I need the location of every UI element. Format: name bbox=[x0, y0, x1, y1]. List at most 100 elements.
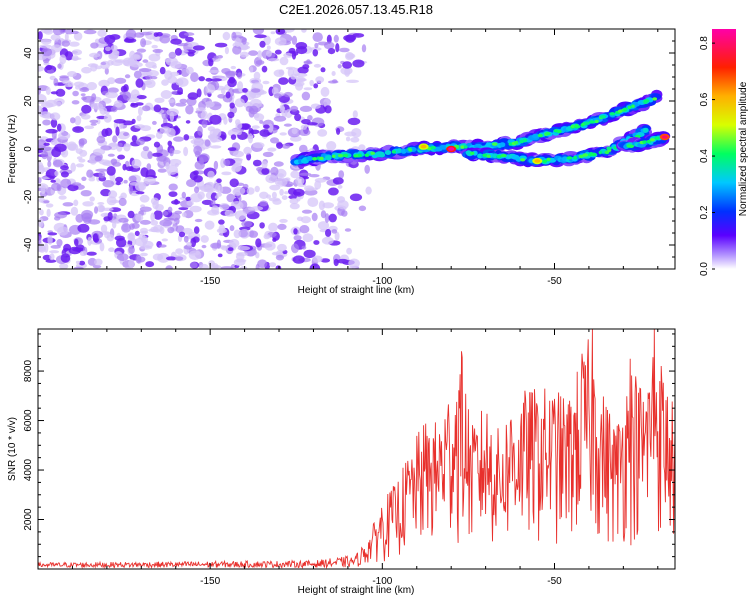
noise-speckle bbox=[252, 142, 265, 149]
noise-speckle bbox=[342, 61, 353, 69]
noise-speckle bbox=[47, 235, 53, 245]
noise-speckle bbox=[75, 260, 81, 264]
noise-speckle bbox=[139, 31, 153, 36]
noise-speckle bbox=[309, 263, 321, 269]
noise-speckle bbox=[142, 146, 149, 152]
noise-speckle bbox=[193, 226, 200, 234]
noise-speckle bbox=[294, 73, 308, 77]
noise-speckle bbox=[80, 93, 86, 97]
noise-speckle bbox=[276, 142, 283, 149]
noise-speckle bbox=[273, 93, 282, 99]
noise-speckle bbox=[92, 148, 106, 156]
noise-speckle bbox=[110, 106, 118, 113]
noise-speckle bbox=[274, 37, 287, 46]
noise-speckle bbox=[128, 259, 135, 268]
noise-speckle bbox=[192, 236, 200, 243]
noise-speckle bbox=[45, 203, 54, 208]
noise-speckle bbox=[185, 196, 192, 202]
noise-speckle bbox=[83, 29, 97, 35]
noise-speckle bbox=[87, 236, 92, 246]
noise-speckle bbox=[153, 141, 161, 148]
noise-speckle bbox=[270, 137, 279, 144]
noise-speckle bbox=[138, 233, 146, 240]
noise-speckle bbox=[344, 228, 352, 232]
noise-speckle bbox=[328, 213, 337, 223]
noise-speckle bbox=[89, 196, 95, 202]
noise-speckle bbox=[123, 179, 128, 184]
noise-speckle bbox=[299, 105, 313, 112]
noise-speckle bbox=[237, 81, 244, 91]
noise-speckle bbox=[262, 80, 270, 85]
noise-speckle bbox=[237, 72, 243, 79]
noise-speckle bbox=[233, 186, 246, 195]
track-blob bbox=[573, 156, 578, 160]
noise-speckle bbox=[125, 166, 134, 172]
figure-title: C2E1.2026.057.13.45.R18 bbox=[279, 2, 433, 17]
noise-speckle bbox=[320, 86, 330, 97]
noise-speckle bbox=[249, 129, 260, 135]
noise-speckle bbox=[134, 102, 144, 106]
noise-speckle bbox=[281, 143, 291, 149]
noise-speckle bbox=[249, 66, 254, 73]
noise-speckle bbox=[314, 177, 327, 183]
noise-speckle bbox=[145, 75, 153, 80]
noise-speckle bbox=[211, 199, 216, 207]
noise-speckle bbox=[71, 182, 82, 186]
track-blob bbox=[520, 158, 526, 162]
noise-speckle bbox=[152, 120, 157, 125]
x-tick-label: -100 bbox=[372, 276, 392, 287]
noise-speckle bbox=[39, 44, 52, 49]
colorbar-tick-label: 0.8 bbox=[699, 36, 710, 50]
noise-speckle bbox=[309, 79, 315, 87]
noise-speckle bbox=[291, 35, 298, 45]
noise-speckle bbox=[291, 128, 298, 135]
noise-speckle bbox=[230, 264, 237, 269]
noise-speckle bbox=[283, 91, 293, 98]
noise-speckle bbox=[178, 231, 186, 238]
noise-speckle bbox=[210, 263, 219, 269]
noise-speckle bbox=[133, 70, 142, 79]
noise-speckle bbox=[226, 193, 235, 203]
track-blob bbox=[337, 154, 344, 158]
noise-speckle bbox=[158, 244, 167, 248]
noise-speckle bbox=[174, 256, 184, 261]
track-blob bbox=[391, 150, 397, 154]
noise-speckle bbox=[198, 76, 205, 82]
noise-speckle bbox=[259, 191, 269, 199]
noise-speckle bbox=[346, 79, 359, 84]
noise-speckle bbox=[78, 260, 86, 266]
noise-speckle bbox=[109, 199, 121, 204]
noise-speckle bbox=[224, 159, 231, 167]
noise-speckle bbox=[283, 52, 294, 58]
noise-speckle bbox=[186, 66, 194, 75]
track-blob bbox=[342, 153, 349, 158]
track-blob bbox=[496, 154, 502, 159]
noise-speckle bbox=[216, 228, 227, 234]
noise-speckle bbox=[358, 205, 367, 212]
noise-speckle bbox=[214, 42, 228, 48]
noise-speckle bbox=[322, 202, 335, 209]
noise-speckle bbox=[92, 233, 99, 242]
noise-speckle bbox=[103, 216, 111, 222]
noise-speckle bbox=[281, 195, 288, 201]
noise-speckle bbox=[186, 200, 194, 206]
noise-speckle bbox=[204, 101, 215, 108]
noise-speckle bbox=[78, 158, 86, 163]
noise-speckle bbox=[52, 159, 63, 168]
noise-speckle bbox=[207, 170, 215, 179]
noise-speckle bbox=[345, 136, 351, 142]
noise-speckle bbox=[264, 241, 276, 251]
noise-speckle bbox=[70, 117, 76, 124]
noise-speckle bbox=[347, 117, 361, 126]
noise-speckle bbox=[277, 181, 283, 185]
noise-speckle bbox=[301, 119, 311, 125]
noise-speckle bbox=[152, 200, 159, 210]
noise-speckle bbox=[207, 209, 220, 216]
noise-speckle bbox=[152, 64, 157, 69]
noise-speckle bbox=[40, 146, 52, 152]
noise-speckle bbox=[189, 261, 198, 269]
noise-speckle bbox=[159, 219, 173, 227]
noise-speckle bbox=[317, 129, 328, 137]
noise-speckle bbox=[49, 75, 56, 81]
noise-speckle bbox=[175, 78, 184, 86]
